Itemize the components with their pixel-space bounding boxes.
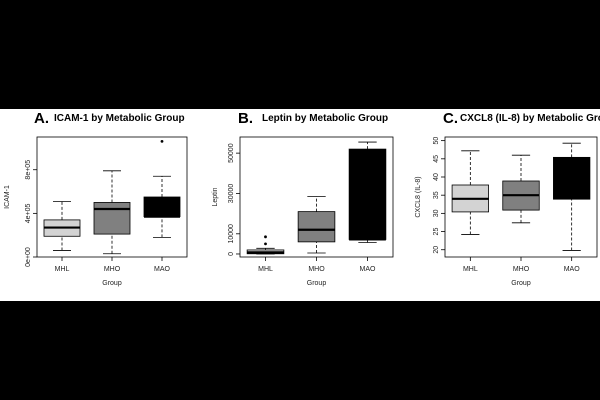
- x-tick-label-mhl: MHL: [55, 266, 70, 273]
- y-tick-label: 50000: [228, 143, 235, 163]
- iqr-box: [553, 156, 591, 200]
- y-tick-label: 4e+05: [25, 203, 32, 223]
- y-axis-label: CXCL8 (IL-8): [415, 176, 422, 217]
- chart-panel-c: C.CXCL8 (IL-8) by Metabolic Group 20 25 30 3…: [415, 110, 600, 287]
- chart-panel-a: A. ICAM-1 by Metabolic Group 0e+00 4e+05 8e+…: [4, 110, 188, 287]
- box-mho: [93, 170, 131, 255]
- y-tick-label: 30: [433, 209, 440, 217]
- y-tick-label: 25: [433, 228, 440, 236]
- x-tick-label-mhl: MHL: [258, 266, 273, 273]
- y-tick-label: 8e+05: [25, 160, 32, 180]
- x-axis-label: Group: [511, 280, 531, 287]
- x-tick-label-mao: MAO: [154, 266, 171, 273]
- x-tick-label-mao: MAO: [564, 266, 581, 273]
- outlier-point: [264, 235, 267, 239]
- y-tick-label: 0: [228, 252, 235, 256]
- chart-title: CXCL8 (IL-8) by Metabolic Group: [460, 113, 600, 124]
- y-tick-label: 40: [433, 173, 440, 181]
- y-tick-label: 35: [433, 191, 440, 199]
- chart-panel-b: B. Leptin by Metabolic Group 0 10000 30000 50…: [212, 110, 394, 287]
- box-mao: [143, 139, 181, 238]
- x-tick-label-mho: MHO: [513, 266, 530, 273]
- x-axis-label: Group: [102, 280, 122, 287]
- iqr-box: [348, 148, 387, 240]
- iqr-box: [93, 202, 131, 235]
- panel-label: A.: [34, 110, 49, 127]
- x-tick-label-mho: MHO: [104, 266, 121, 273]
- panel-label: B.: [238, 110, 253, 127]
- outlier-point: [264, 242, 267, 246]
- box-mho: [297, 196, 336, 254]
- chart-title: ICAM-1 by Metabolic Group: [54, 113, 185, 124]
- x-tick-label-mho: MHO: [308, 266, 325, 273]
- chart-title: Leptin by Metabolic Group: [262, 113, 388, 124]
- iqr-box: [143, 196, 181, 218]
- x-axis-label: Group: [307, 280, 327, 287]
- y-tick-label: 30000: [228, 184, 235, 204]
- y-axis-label: Leptin: [212, 187, 219, 206]
- box-mao: [553, 142, 591, 251]
- box-mhl: [43, 200, 81, 251]
- box-mho: [502, 154, 540, 224]
- y-tick-label: 0e+00: [25, 247, 32, 267]
- y-tick-label: 45: [433, 155, 440, 163]
- x-tick-label-mhl: MHL: [463, 266, 478, 273]
- panel-label: C.: [443, 110, 458, 127]
- y-tick-label: 10000: [228, 224, 235, 244]
- y-axis-label: ICAM-1: [4, 185, 11, 209]
- y-tick-label: 20: [433, 246, 440, 254]
- outlier-point: [160, 139, 164, 143]
- iqr-box: [297, 211, 336, 243]
- box-mhl: [451, 150, 489, 235]
- x-tick-label-mao: MAO: [360, 266, 377, 273]
- box-mao: [348, 141, 387, 243]
- box-mhl: [246, 235, 285, 255]
- y-tick-label: 50: [433, 137, 440, 145]
